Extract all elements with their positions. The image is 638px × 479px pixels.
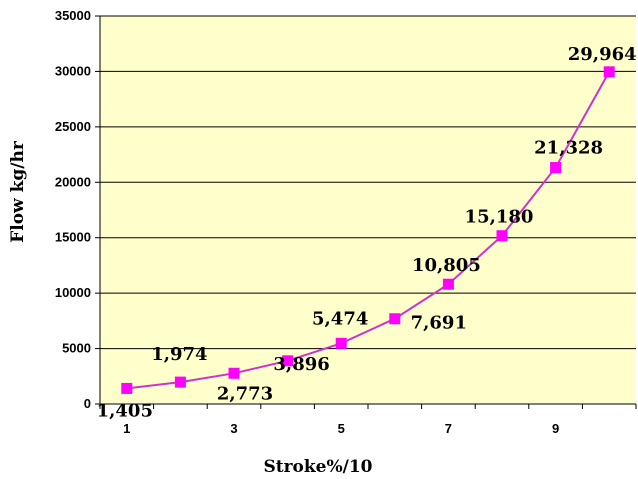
plot-area	[100, 16, 636, 404]
data-point-marker	[389, 313, 401, 325]
data-point-marker	[442, 278, 454, 290]
y-tick-label: 0	[84, 396, 91, 411]
y-tick-label: 10000	[55, 285, 91, 300]
x-tick-label: 1	[123, 421, 130, 436]
data-label: 1,405	[97, 400, 153, 421]
x-tick-label: 5	[338, 421, 345, 436]
data-label: 2,773	[217, 383, 273, 404]
data-point-marker	[121, 382, 133, 394]
data-point-marker	[174, 376, 186, 388]
y-tick-label: 20000	[55, 174, 91, 189]
gridlines	[100, 15, 636, 350]
data-label: 7,691	[411, 313, 467, 334]
y-tick-label: 35000	[55, 8, 91, 23]
y-tick-label: 15000	[55, 230, 91, 245]
data-label: 3,896	[273, 354, 329, 375]
data-point-marker	[550, 162, 562, 174]
y-tick-label: 5000	[62, 341, 91, 356]
x-tick-label: 7	[445, 421, 452, 436]
data-label: 15,180	[465, 207, 534, 228]
data-point-marker	[603, 66, 615, 78]
data-label: 1,974	[151, 344, 207, 365]
y-tick-label: 25000	[55, 119, 91, 134]
data-label: 5,474	[312, 308, 368, 329]
y-axis-title: Flow kg/hr	[8, 140, 28, 243]
data-point-marker	[496, 230, 508, 242]
axes: 0 5000 10000 15000 20000 25000 30000 35000 1 3 5 7 9	[55, 8, 637, 436]
series	[121, 66, 615, 394]
x-tick-label: 9	[552, 421, 559, 436]
data-point-marker	[282, 355, 294, 367]
series-line	[126, 71, 611, 390]
data-label: 21,328	[534, 138, 603, 159]
data-label: 29,964	[568, 44, 637, 65]
x-axis-title: Stroke%/10	[263, 457, 372, 477]
x-tick-label: 3	[230, 421, 237, 436]
data-label: 10,805	[412, 255, 481, 276]
data-point-marker	[228, 367, 240, 379]
data-point-marker	[335, 337, 347, 349]
y-tick-label: 30000	[55, 63, 91, 78]
